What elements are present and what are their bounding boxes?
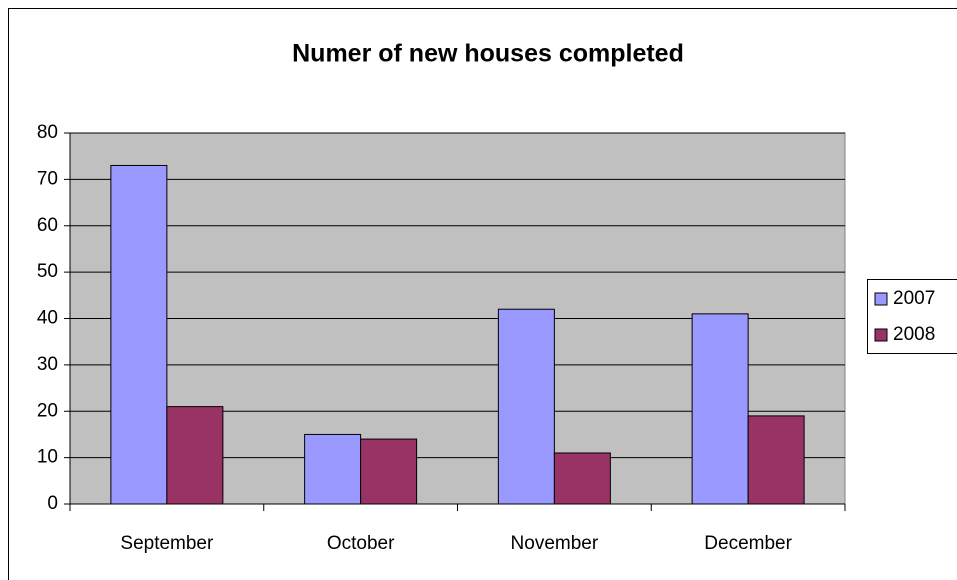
y-tick-label: 0 (47, 493, 58, 514)
y-tick-label: 10 (37, 447, 58, 468)
bar (304, 433, 362, 505)
legend-label: 2007 (893, 288, 935, 309)
y-tick-label: 30 (37, 354, 58, 375)
y-tick-label: 70 (37, 168, 58, 189)
y-tick-label: 50 (37, 261, 58, 282)
chart-title: Numer of new houses completed (292, 40, 684, 68)
bar (360, 438, 418, 505)
legend-swatch (874, 292, 888, 306)
bar (497, 308, 555, 505)
legend-label: 2008 (893, 324, 935, 345)
bar (110, 164, 168, 505)
y-tick-label: 20 (37, 400, 58, 421)
y-tick-label: 40 (37, 308, 58, 329)
y-tick-label: 80 (37, 122, 58, 143)
legend-swatch (874, 328, 888, 342)
y-tick-label: 60 (37, 215, 58, 236)
bar (166, 406, 224, 505)
x-tick-label: October (327, 533, 395, 554)
bar (553, 452, 611, 505)
bar (691, 313, 749, 505)
x-tick-label: November (511, 533, 599, 554)
x-tick-label: September (120, 533, 214, 554)
x-tick-label: December (704, 533, 792, 554)
bar (747, 415, 805, 505)
